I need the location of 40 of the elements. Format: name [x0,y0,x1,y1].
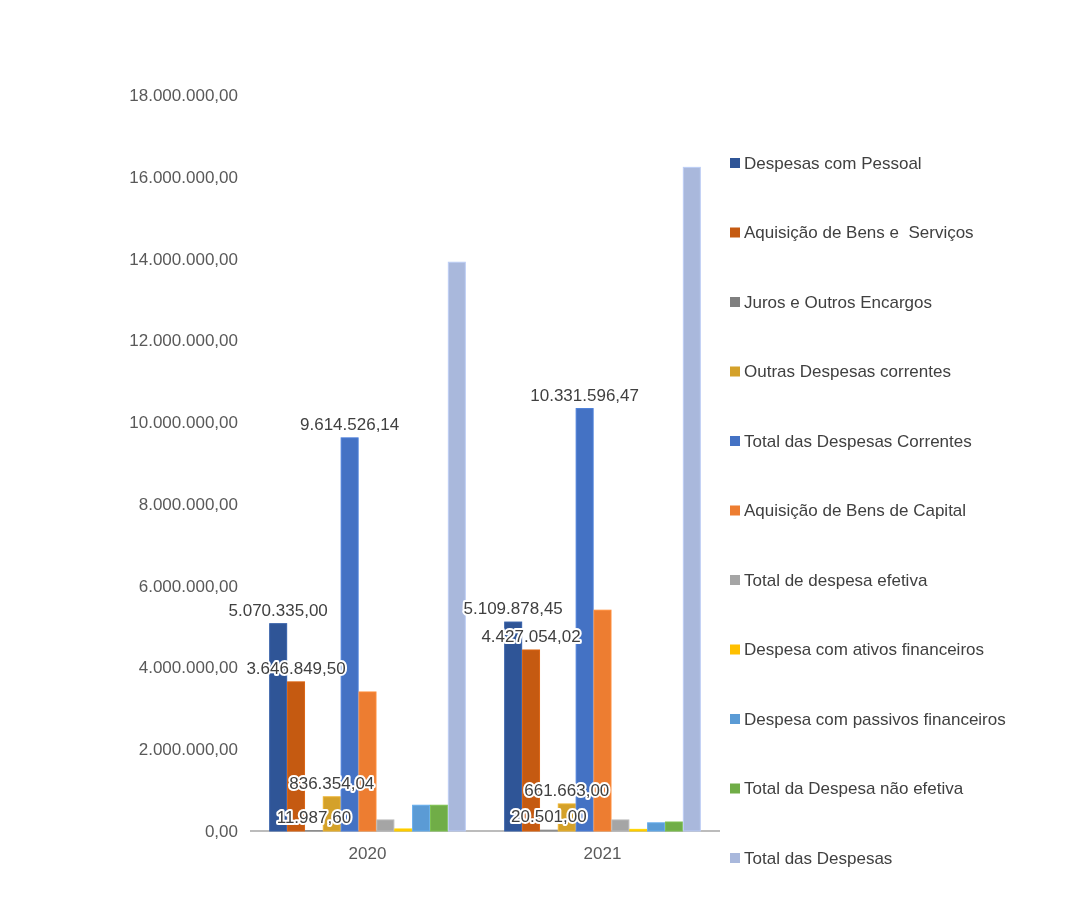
bar [394,828,413,832]
y-tick-label: 6.000.000,00 [138,576,238,596]
data-label: 11.987,60 [276,807,352,827]
legend-label: Outras Despesas correntes [744,362,951,382]
bar [412,804,431,832]
y-tick-label: 16.000.000,00 [129,167,238,187]
y-tick-label: 18.000.000,00 [129,85,238,105]
data-label: 9.614.526,14 [300,414,400,434]
legend-label: Aquisição de Bens de Capital [744,501,967,521]
legend-label: Total de despesa efetiva [744,570,928,590]
data-label: 5.109.878,45 [463,599,563,619]
legend-label: Aquisição de Bens e Serviços [744,223,974,243]
data-label: 661.663,00 [524,780,610,800]
y-tick-label: 14.000.000,00 [129,249,238,269]
data-label: 10.331.596,47 [530,385,639,405]
bar [647,822,666,832]
bar [447,261,466,832]
legend-label: Total das Despesas [744,848,893,868]
bar [429,804,448,832]
y-tick-label: 4.000.000,00 [138,658,238,678]
data-label: 836.354,04 [289,773,375,793]
x-tick-label: 2021 [583,844,622,863]
bar [611,819,630,832]
bar [664,821,683,832]
data-label: 5.070.335,00 [228,600,328,620]
legend-label: Total da Despesa não efetiva [744,779,964,799]
y-tick-label: 10.000.000,00 [129,413,238,433]
legend-label: Despesa com passivos financeiros [744,709,1006,729]
x-tick-label: 2020 [348,844,387,863]
legend-label: Juros e Outros Encargos [744,292,933,312]
bar [376,819,395,832]
legend-label: Despesas com Pessoal [744,153,922,173]
y-tick-label: 0,00 [204,821,238,841]
data-label: 20.501,00 [511,807,587,827]
y-tick-label: 12.000.000,00 [129,331,238,351]
y-tick-label: 8.000.000,00 [138,494,238,514]
bar [682,166,701,832]
legend-label: Despesa com ativos financeiros [744,640,985,660]
y-tick-label: 2.000.000,00 [138,740,238,760]
legend-label: Total das Despesas Correntes [744,431,972,451]
